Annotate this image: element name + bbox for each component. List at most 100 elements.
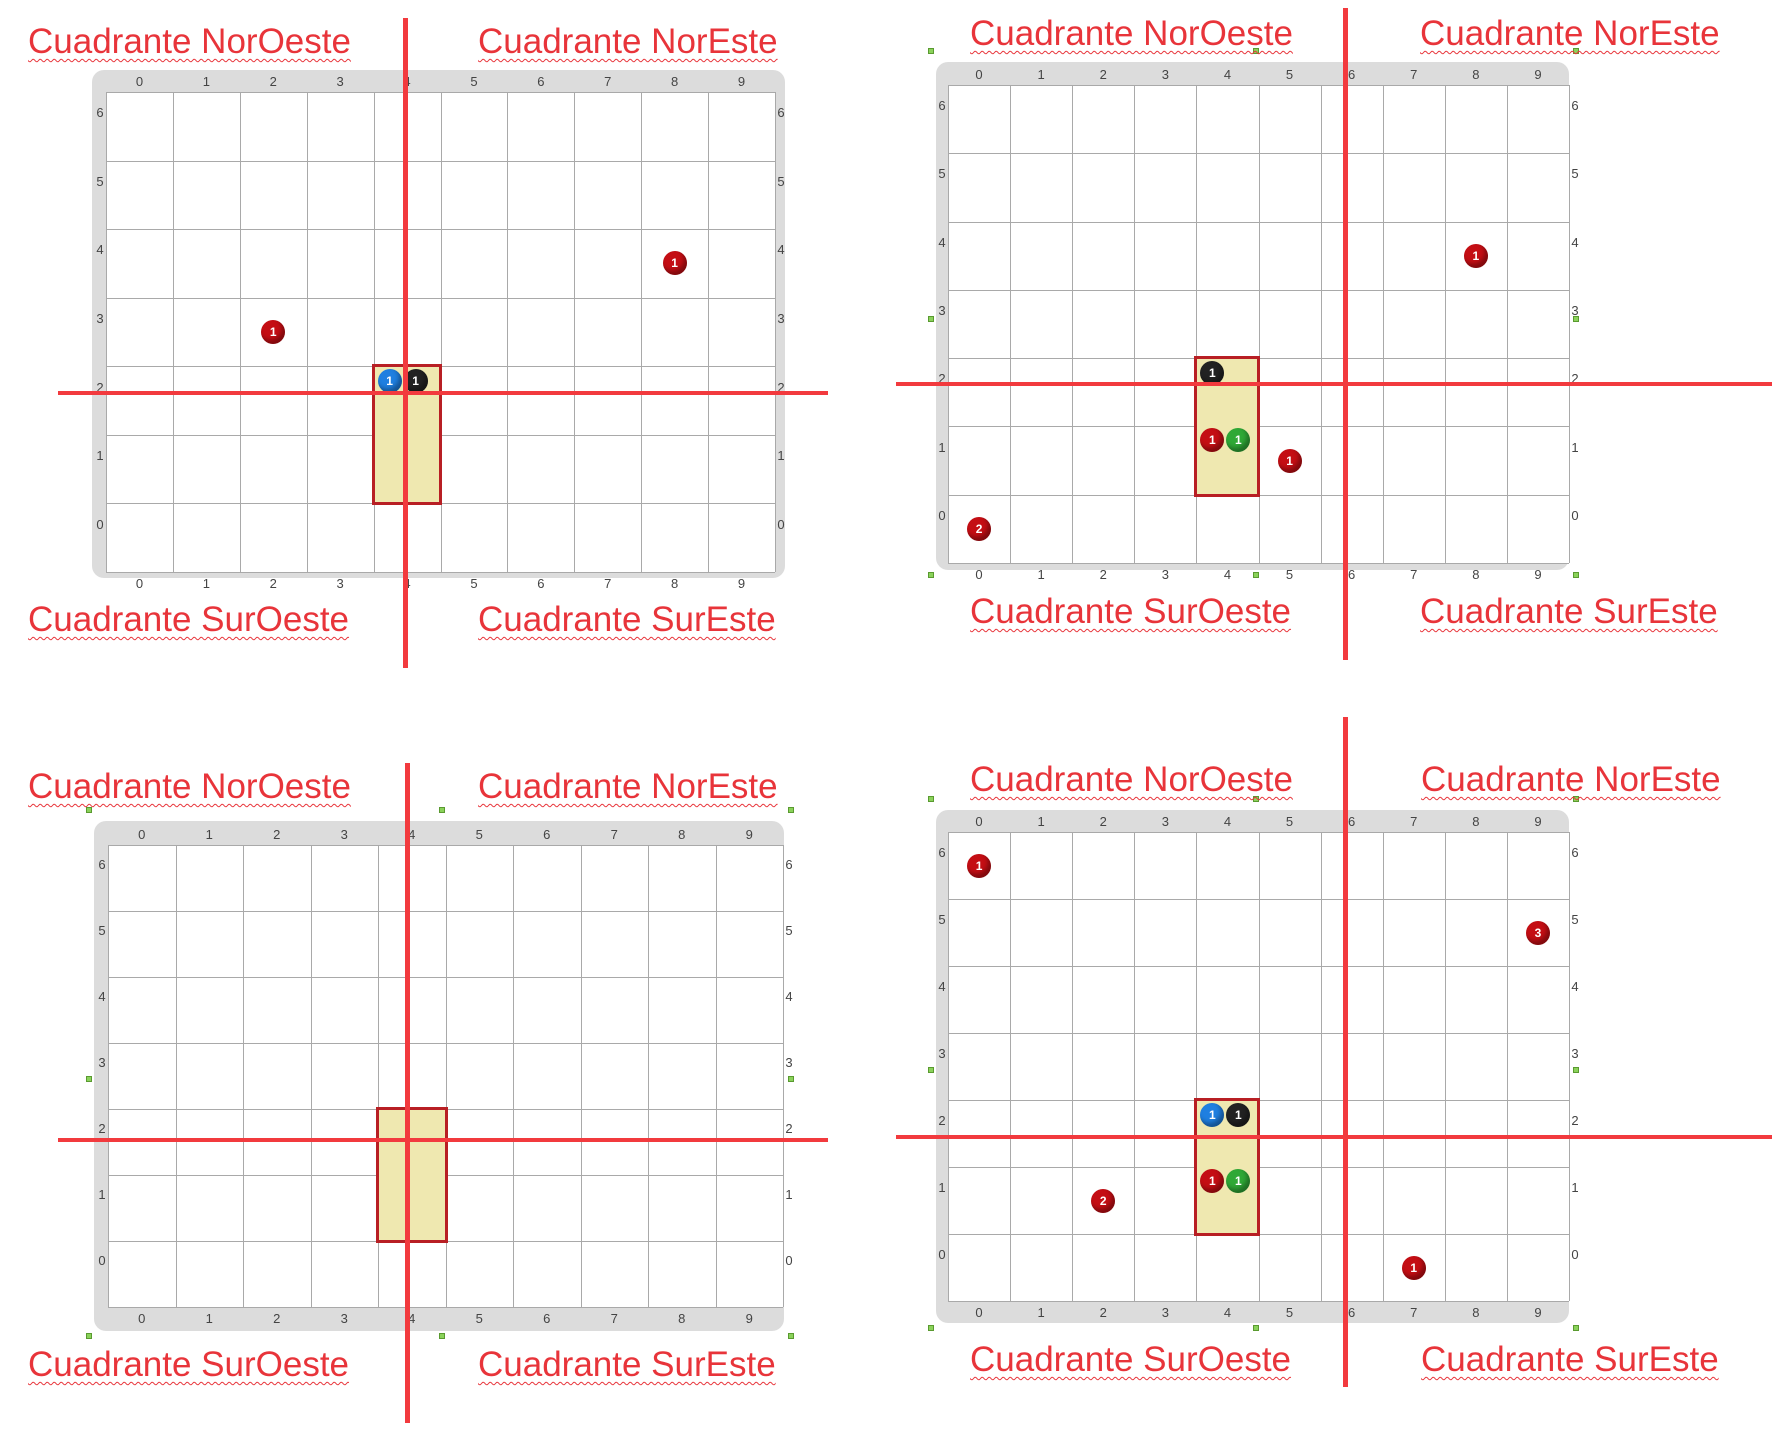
y-tick-right: 5 bbox=[777, 173, 785, 189]
y-tick-right: 3 bbox=[777, 311, 785, 326]
x-tick-top: 2 bbox=[1099, 814, 1107, 829]
x-tick-top: 1 bbox=[1037, 814, 1045, 829]
quadrant-label-nw: Cuadrante NorOeste bbox=[970, 760, 1293, 799]
x-tick-bottom: 1 bbox=[1037, 1305, 1045, 1320]
game-piece-red: 2 bbox=[967, 516, 992, 541]
y-tick-right: 5 bbox=[1571, 911, 1579, 927]
y-tick-right: 0 bbox=[1571, 1246, 1579, 1262]
x-tick-top: 4 bbox=[1223, 814, 1232, 829]
y-tick-left: 4 bbox=[938, 978, 946, 994]
x-tick-bottom: 0 bbox=[138, 1311, 146, 1326]
grid-line-horizontal bbox=[106, 297, 775, 299]
grid-line-vertical bbox=[1444, 85, 1446, 563]
y-tick-left: 1 bbox=[938, 1179, 946, 1195]
grid-line-horizontal bbox=[106, 160, 775, 162]
x-tick-top: 8 bbox=[1472, 67, 1480, 82]
grid-line-horizontal bbox=[108, 977, 783, 978]
y-tick-right: 6 bbox=[785, 857, 793, 872]
y-tick-right: 2 bbox=[1571, 1112, 1579, 1128]
grid-line-vertical bbox=[513, 845, 514, 1307]
x-tick-top: 7 bbox=[604, 74, 612, 89]
grid-line-horizontal bbox=[108, 1043, 783, 1044]
game-piece-red: 1 bbox=[662, 251, 687, 276]
panel-1: 00112233445566778899001122334455661111Cu… bbox=[0, 0, 896, 715]
x-tick-bottom: 3 bbox=[336, 576, 344, 591]
x-tick-top: 0 bbox=[975, 67, 983, 82]
grid-line-vertical bbox=[172, 92, 174, 572]
grid-line-vertical bbox=[175, 845, 177, 1307]
quadrant-label-nw: Cuadrante NorOeste bbox=[970, 14, 1293, 53]
quadrant-label-se: Cuadrante SurEste bbox=[1421, 1340, 1719, 1379]
grid-line-vertical bbox=[1010, 832, 1012, 1301]
grid-line-vertical bbox=[108, 845, 109, 1307]
grid-line-vertical bbox=[783, 845, 784, 1307]
y-tick-right: 1 bbox=[1571, 1179, 1579, 1195]
y-tick-left: 6 bbox=[96, 105, 104, 121]
selection-handle bbox=[928, 572, 934, 578]
x-tick-bottom: 6 bbox=[543, 1311, 551, 1326]
x-tick-top: 4 bbox=[408, 827, 416, 842]
y-tick-right: 5 bbox=[785, 923, 793, 938]
selection-handle bbox=[439, 1333, 445, 1339]
y-tick-right: 3 bbox=[785, 1055, 793, 1070]
grid-line-vertical bbox=[948, 85, 949, 563]
selection-handle bbox=[928, 48, 934, 54]
grid-line-vertical bbox=[1258, 832, 1260, 1301]
quadrant-label-sw: Cuadrante SurOeste bbox=[970, 592, 1292, 631]
grid-line-vertical bbox=[1258, 85, 1260, 563]
y-tick-right: 2 bbox=[1571, 371, 1579, 387]
grid-line-vertical bbox=[243, 845, 244, 1307]
x-tick-top: 1 bbox=[202, 74, 210, 89]
grid-line-vertical bbox=[948, 832, 949, 1301]
x-tick-bottom: 9 bbox=[737, 576, 746, 591]
grid-line-vertical bbox=[445, 845, 447, 1307]
game-piece-red: 1 bbox=[1200, 428, 1225, 453]
x-tick-top: 2 bbox=[273, 827, 281, 842]
selection-handle bbox=[788, 807, 794, 813]
x-tick-top: 6 bbox=[543, 827, 551, 842]
selection-handle bbox=[788, 1076, 794, 1082]
quadrant-label-se: Cuadrante SurEste bbox=[1420, 592, 1718, 631]
quadrant-label-sw: Cuadrante SurOeste bbox=[28, 1345, 350, 1384]
y-tick-right: 4 bbox=[1571, 234, 1579, 250]
x-tick-bottom: 5 bbox=[1285, 567, 1294, 582]
x-tick-top: 9 bbox=[737, 74, 746, 89]
game-piece-red: 1 bbox=[1277, 448, 1302, 473]
x-tick-top: 8 bbox=[1472, 814, 1480, 829]
grid-line-horizontal bbox=[948, 899, 1569, 900]
grid-line-horizontal bbox=[948, 85, 1569, 86]
x-tick-top: 6 bbox=[537, 74, 545, 89]
x-tick-bottom: 7 bbox=[604, 576, 612, 591]
vertical-axis-line bbox=[405, 763, 410, 1423]
grid-line-vertical bbox=[715, 845, 717, 1307]
quadrant-label-se: Cuadrante SurEste bbox=[478, 1345, 776, 1384]
x-tick-bottom: 0 bbox=[135, 576, 144, 591]
x-tick-top: 3 bbox=[1161, 67, 1169, 82]
game-piece-red: 1 bbox=[1200, 1169, 1225, 1193]
selection-handle bbox=[86, 807, 92, 813]
y-tick-right: 0 bbox=[1571, 507, 1579, 523]
game-piece-green: 1 bbox=[1226, 428, 1251, 453]
grid-line-vertical bbox=[1506, 85, 1508, 563]
panel-3: 0 0 1 1 2 2 3 3 4 4 5 5 6 6 7 7 8 8 9 9 0 0 1 1 2 2 3 3 4 4 5 5 6 6 Cuadra… bbox=[0, 715, 896, 1430]
x-tick-bottom: 2 bbox=[273, 1311, 281, 1326]
quadrant-label-ne: Cuadrante NorEste bbox=[1421, 760, 1721, 799]
grid-line-horizontal bbox=[948, 966, 1569, 967]
grid-line-vertical bbox=[1134, 85, 1136, 563]
quadrant-label-ne: Cuadrante NorEste bbox=[478, 22, 778, 61]
x-tick-top: 2 bbox=[269, 74, 277, 89]
y-tick-left: 5 bbox=[938, 166, 946, 182]
x-tick-top: 9 bbox=[1534, 67, 1542, 82]
y-tick-left: 2 bbox=[98, 1121, 106, 1136]
grid-line-vertical bbox=[708, 92, 710, 572]
x-tick-bottom: 4 bbox=[1223, 567, 1232, 582]
vertical-axis-line bbox=[403, 18, 408, 668]
y-tick-right: 6 bbox=[1571, 98, 1579, 114]
quadrant-label-se: Cuadrante SurEste bbox=[478, 600, 776, 639]
x-tick-bottom: 3 bbox=[1161, 1305, 1169, 1320]
x-tick-top: 5 bbox=[475, 827, 483, 842]
x-tick-top: 6 bbox=[1348, 814, 1356, 829]
grid-line-vertical bbox=[1569, 85, 1570, 563]
y-tick-right: 0 bbox=[777, 516, 785, 532]
